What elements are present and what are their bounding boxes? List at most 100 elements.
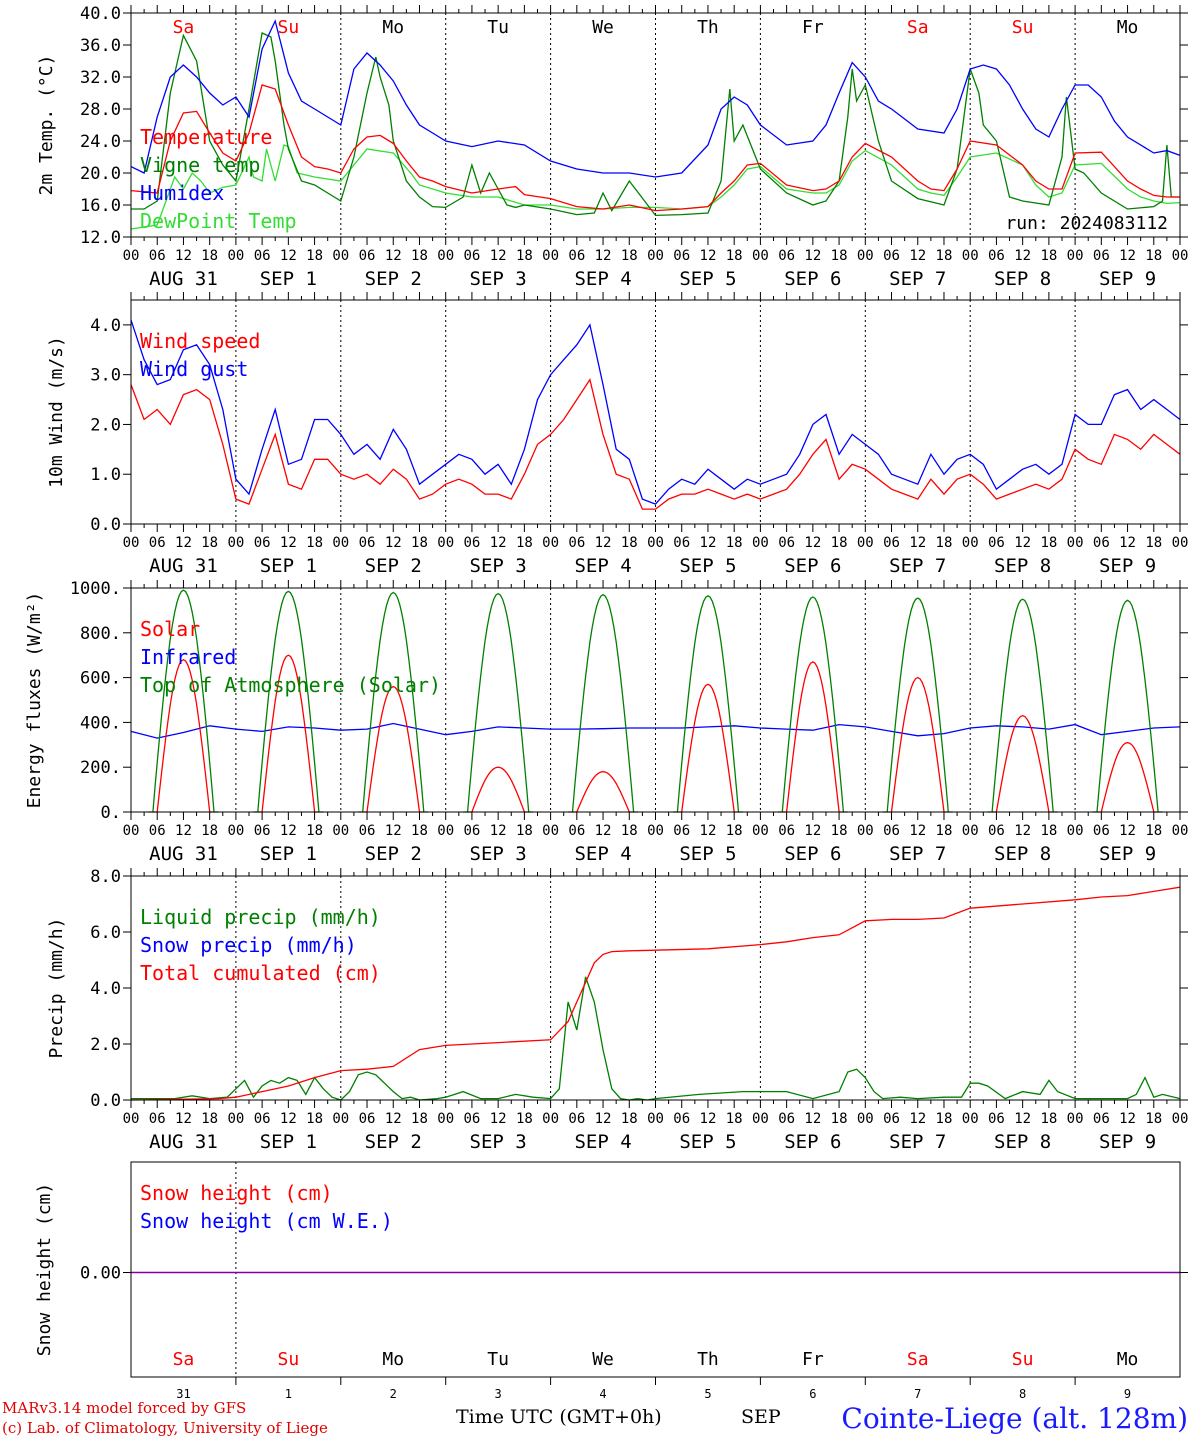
date-label: SEP 5	[679, 1131, 736, 1153]
hour-tick-label: 06	[463, 248, 480, 264]
legend-entry: Solar	[140, 617, 200, 641]
hour-tick-label: 18	[306, 248, 323, 264]
hour-tick-label: 00	[332, 535, 349, 551]
hour-tick-label: 18	[1040, 1111, 1057, 1127]
date-label: SEP 9	[1099, 843, 1156, 865]
hour-tick-label: 12	[595, 823, 612, 839]
hour-tick-label: 06	[568, 248, 585, 264]
weekday-label: Mo	[382, 17, 404, 38]
hour-tick-label: 12	[804, 1111, 821, 1127]
hour-tick-label: 18	[306, 823, 323, 839]
hour-tick-label: 00	[1172, 1111, 1189, 1127]
series-solar-day	[257, 654, 319, 813]
hour-tick-label: 18	[1145, 535, 1162, 551]
day-number-label: 1	[285, 1387, 292, 1401]
hour-tick-label: 06	[673, 535, 690, 551]
series-toa-solar-day	[987, 598, 1058, 813]
hour-tick-label: 12	[280, 248, 297, 264]
hour-tick-label: 06	[254, 248, 271, 264]
y-tick-label: 0.0	[90, 515, 121, 535]
date-label: SEP 8	[994, 843, 1051, 865]
y-tick-label: 16.0	[80, 196, 121, 216]
hour-tick-label: 00	[857, 1111, 874, 1127]
hour-tick-label: 00	[123, 248, 140, 264]
series-toa-solar-day	[568, 593, 638, 813]
hour-tick-label: 06	[359, 248, 376, 264]
hour-tick-label: 12	[490, 535, 507, 551]
series-infrared	[130, 722, 1181, 739]
weekday-label: We	[592, 1349, 614, 1370]
hour-tick-label: 12	[280, 823, 297, 839]
legend-entry: Vigne temp	[140, 153, 260, 177]
hour-tick-label: 12	[490, 248, 507, 264]
weekday-label: Tu	[487, 1349, 509, 1370]
hour-tick-label: 00	[227, 535, 244, 551]
hour-tick-label: 00	[647, 535, 664, 551]
hour-tick-label: 00	[752, 248, 769, 264]
run-label: run: 2024083112	[1005, 213, 1168, 234]
weekday-label: Sa	[907, 17, 929, 38]
hour-tick-label: 12	[909, 1111, 926, 1127]
station-name: Cointe-Liege (alt. 128m)	[841, 1402, 1188, 1435]
hour-tick-label: 06	[1093, 535, 1110, 551]
y-tick-label: 40.0	[80, 4, 121, 24]
y-tick-label: 20.0	[80, 164, 121, 184]
day-number-label: 2	[390, 1387, 397, 1401]
hour-tick-label: 06	[1093, 823, 1110, 839]
date-label: SEP 8	[994, 268, 1051, 290]
time-axis-label: Time UTC (GMT+0h)	[456, 1406, 662, 1428]
hour-tick-label: 00	[857, 535, 874, 551]
hour-tick-label: 00	[647, 1111, 664, 1127]
hour-tick-label: 06	[254, 823, 271, 839]
hour-tick-label: 00	[857, 248, 874, 264]
y-tick-label: 1.0	[90, 465, 121, 485]
y-tick-label: 400.	[80, 713, 121, 733]
y-tick-label: 36.0	[80, 36, 121, 56]
date-label: SEP 9	[1099, 1131, 1156, 1153]
y-tick-label: 0.00	[80, 1264, 121, 1284]
date-label: AUG 31	[149, 268, 218, 290]
hour-tick-label: 12	[595, 1111, 612, 1127]
date-label: SEP 4	[574, 1131, 631, 1153]
weekday-label: Mo	[1117, 1349, 1139, 1370]
hour-tick-label: 18	[516, 823, 533, 839]
series-liquid-precip-mm-h-	[131, 976, 1181, 1101]
y-axis-title: 10m Wind (m/s)	[46, 336, 67, 488]
hour-tick-label: 00	[1172, 248, 1189, 264]
date-label: SEP 3	[470, 268, 527, 290]
hour-tick-label: 06	[778, 535, 795, 551]
series-wind-gust	[130, 319, 1181, 505]
hour-tick-label: 06	[149, 248, 166, 264]
date-label: SEP 9	[1099, 555, 1156, 577]
hour-tick-label: 12	[385, 535, 402, 551]
y-tick-label: 32.0	[80, 68, 121, 88]
y-tick-label: 3.0	[90, 366, 121, 386]
series-solar-day	[467, 766, 529, 813]
weekday-label: Tu	[487, 17, 509, 38]
legend-entry: DewPoint Temp	[140, 209, 297, 233]
hour-tick-label: 12	[385, 823, 402, 839]
hour-tick-label: 00	[1067, 823, 1084, 839]
date-label: SEP 3	[470, 1131, 527, 1153]
hour-tick-label: 06	[988, 535, 1005, 551]
hour-tick-label: 12	[280, 1111, 297, 1127]
hour-tick-label: 12	[700, 1111, 717, 1127]
series-wind-speed	[130, 377, 1181, 510]
hour-tick-label: 18	[1145, 1111, 1162, 1127]
y-axis-title: 2m Temp. (°C)	[36, 55, 57, 196]
hour-tick-label: 06	[883, 1111, 900, 1127]
series-solar-day	[1097, 741, 1159, 813]
date-label: SEP 4	[574, 843, 631, 865]
hour-tick-label: 18	[411, 823, 428, 839]
hour-tick-label: 18	[306, 535, 323, 551]
y-tick-label: 0.	[101, 803, 121, 823]
hour-tick-label: 00	[332, 823, 349, 839]
hour-tick-label: 12	[490, 823, 507, 839]
hour-tick-label: 00	[542, 1111, 559, 1127]
date-label: SEP 3	[470, 555, 527, 577]
weekday-label: We	[592, 17, 614, 38]
hour-tick-label: 00	[962, 823, 979, 839]
hour-tick-label: 06	[254, 1111, 271, 1127]
hour-tick-label: 18	[516, 248, 533, 264]
hour-tick-label: 00	[437, 248, 454, 264]
